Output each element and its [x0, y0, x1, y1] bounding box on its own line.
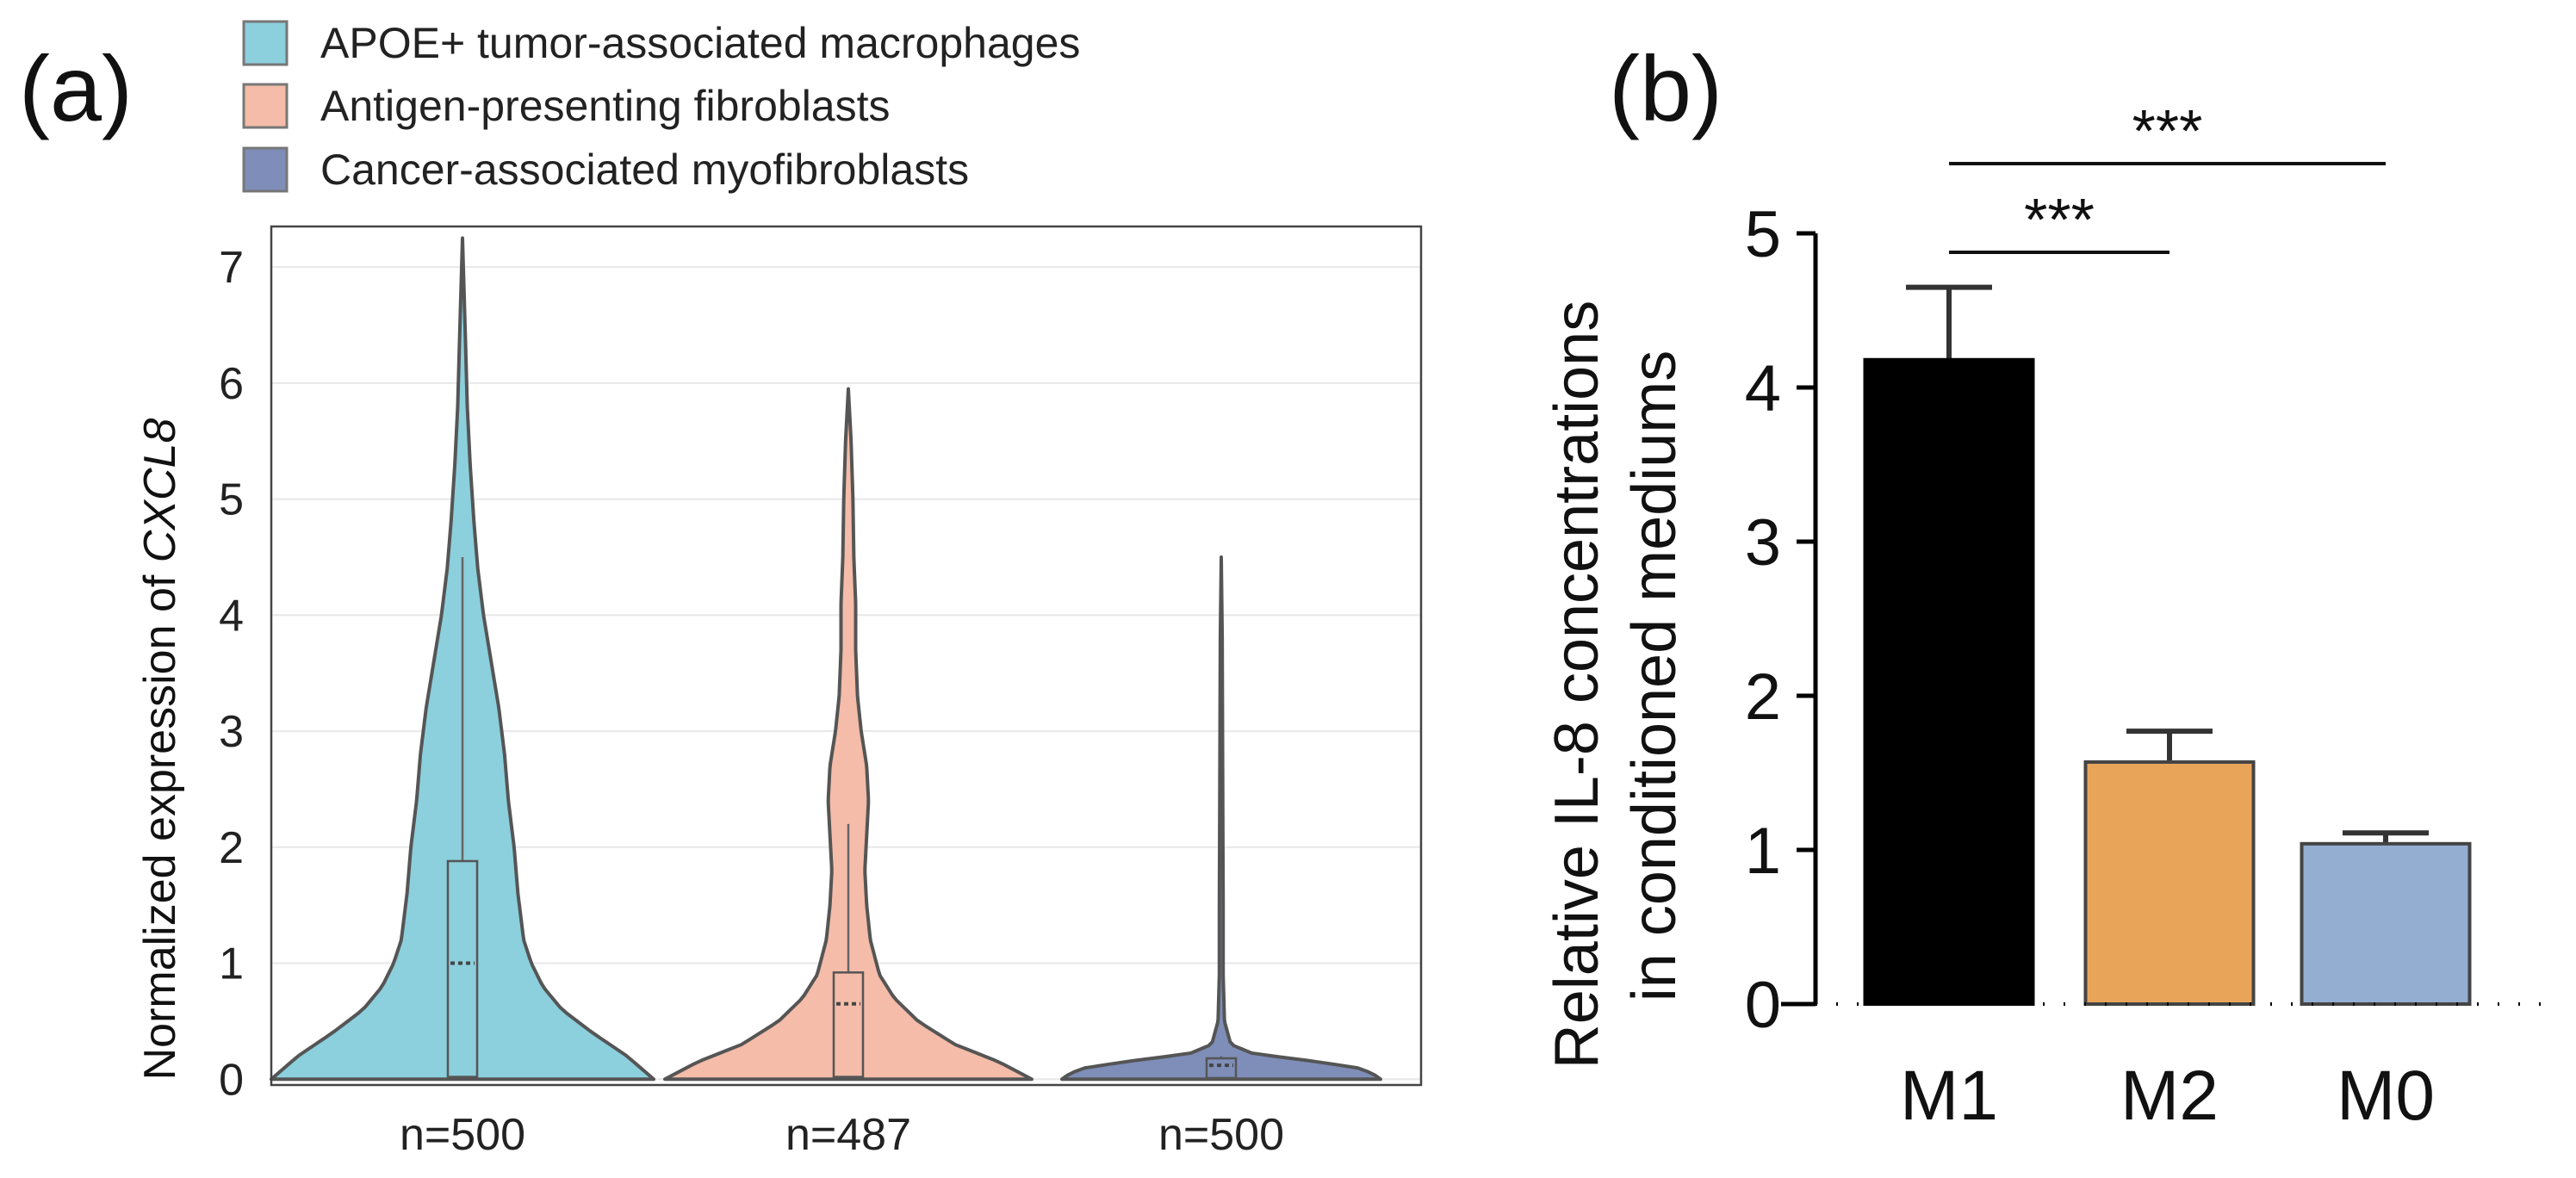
panel-a-y-ticks: 0 1 2 3 4 5 6 7 [219, 243, 244, 1105]
y-tick-label-a: 2 [219, 823, 244, 873]
panel-a-ylabel-gene: CXCL8 [135, 418, 185, 563]
violin-2 [663, 387, 1034, 1082]
bars: M1 M2 M0 [1863, 284, 2472, 1135]
x-category-label-M1: M1 [1900, 1057, 1998, 1135]
panel-a-x-categories: n=500 n=487 n=500 [400, 1110, 1284, 1160]
bar-M0 [2300, 841, 2472, 1007]
legend: APOE+ tumor-associated macrophages Antig… [242, 19, 1080, 194]
panel-a-label: (a) [19, 36, 133, 140]
panel-b-ylabel-line2: in conditioned mediums [1620, 350, 1689, 1001]
y-tick-label-b: 3 [1745, 506, 1781, 580]
significance-stars: *** [2132, 97, 2203, 164]
y-tick-label-b: 0 [1745, 969, 1781, 1042]
panel-a-ylabel: Normalized expression of CXCL8 [135, 418, 185, 1081]
panel-a-ylabel-prefix: Normalized expression of [135, 562, 185, 1080]
x-category-label-M2: M2 [2120, 1057, 2219, 1135]
x-category-label-M0: M0 [2337, 1057, 2435, 1135]
y-tick-label-a: 0 [219, 1055, 244, 1105]
bar-M2 [2083, 760, 2256, 1006]
x-category-label-a: n=487 [785, 1110, 911, 1160]
violin-box-1 [446, 859, 479, 1078]
panel-b-label: (b) [1609, 36, 1723, 140]
significance-stars: *** [2024, 186, 2095, 253]
legend-swatch-antigen [242, 83, 289, 129]
violin-box-3 [1205, 1057, 1238, 1080]
y-tick-label-b: 2 [1745, 660, 1781, 734]
x-category-label-a: n=500 [400, 1110, 525, 1160]
y-tick-label-a: 5 [219, 475, 244, 525]
y-tick-label-a: 1 [219, 939, 244, 989]
y-tick-label-a: 3 [219, 707, 244, 757]
panel-b-ylabel-line1: Relative IL-8 concentrations [1542, 301, 1611, 1069]
legend-swatch-apoe [242, 20, 289, 66]
panel-a: (a) APOE+ tumor-associated macrophages A… [19, 19, 1423, 1160]
panel-b-axes: 0 1 2 3 4 5 [1745, 198, 2558, 1042]
violin-box-2 [832, 971, 865, 1078]
significance-brackets: *** *** [1949, 97, 2386, 254]
legend-label-myofibro: Cancer-associated myofibroblasts [320, 146, 969, 194]
violins [270, 236, 1382, 1082]
x-category-label-a: n=500 [1158, 1110, 1284, 1160]
y-tick-label-a: 6 [219, 359, 244, 409]
legend-label-apoe: APOE+ tumor-associated macrophages [320, 19, 1080, 67]
legend-swatch-myofibro [242, 146, 289, 193]
violin-3 [1060, 555, 1382, 1082]
y-tick-label-a: 7 [219, 243, 244, 293]
y-tick-label-b: 4 [1745, 352, 1781, 425]
y-tick-label-b: 1 [1745, 815, 1781, 888]
panel-a-plot-frame [270, 225, 1423, 1087]
bar-M1 [1863, 357, 2035, 1006]
y-tick-label-b: 5 [1745, 198, 1781, 271]
panel-b-ylabel: Relative IL-8 concentrations in conditio… [1542, 283, 1689, 1070]
panel-b: (b) Relative IL-8 concentrations in cond… [1542, 36, 2558, 1135]
y-tick-label-a: 4 [219, 591, 244, 641]
legend-label-antigen: Antigen-presenting fibroblasts [320, 82, 891, 130]
